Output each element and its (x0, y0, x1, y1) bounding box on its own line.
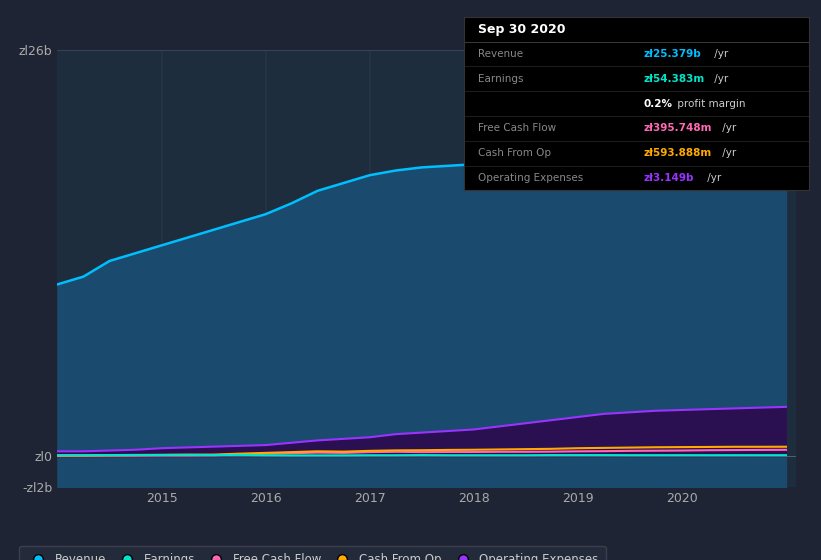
Text: 0.2%: 0.2% (643, 99, 672, 109)
Text: Sep 30 2020: Sep 30 2020 (478, 23, 565, 36)
Text: /yr: /yr (712, 74, 729, 84)
Text: Cash From Op: Cash From Op (478, 148, 551, 158)
Text: /yr: /yr (719, 123, 736, 133)
Text: Operating Expenses: Operating Expenses (478, 173, 583, 183)
Text: Revenue: Revenue (478, 49, 523, 59)
Text: zł395.748m: zł395.748m (643, 123, 712, 133)
Text: zł25.379b: zł25.379b (643, 49, 701, 59)
Text: profit margin: profit margin (673, 99, 745, 109)
Text: /yr: /yr (704, 173, 721, 183)
Text: /yr: /yr (712, 49, 729, 59)
Text: zł3.149b: zł3.149b (643, 173, 694, 183)
Text: zł54.383m: zł54.383m (643, 74, 704, 84)
Legend: Revenue, Earnings, Free Cash Flow, Cash From Op, Operating Expenses: Revenue, Earnings, Free Cash Flow, Cash … (19, 546, 606, 560)
Text: Earnings: Earnings (478, 74, 523, 84)
Text: Free Cash Flow: Free Cash Flow (478, 123, 556, 133)
Text: zł593.888m: zł593.888m (643, 148, 712, 158)
Text: /yr: /yr (719, 148, 736, 158)
